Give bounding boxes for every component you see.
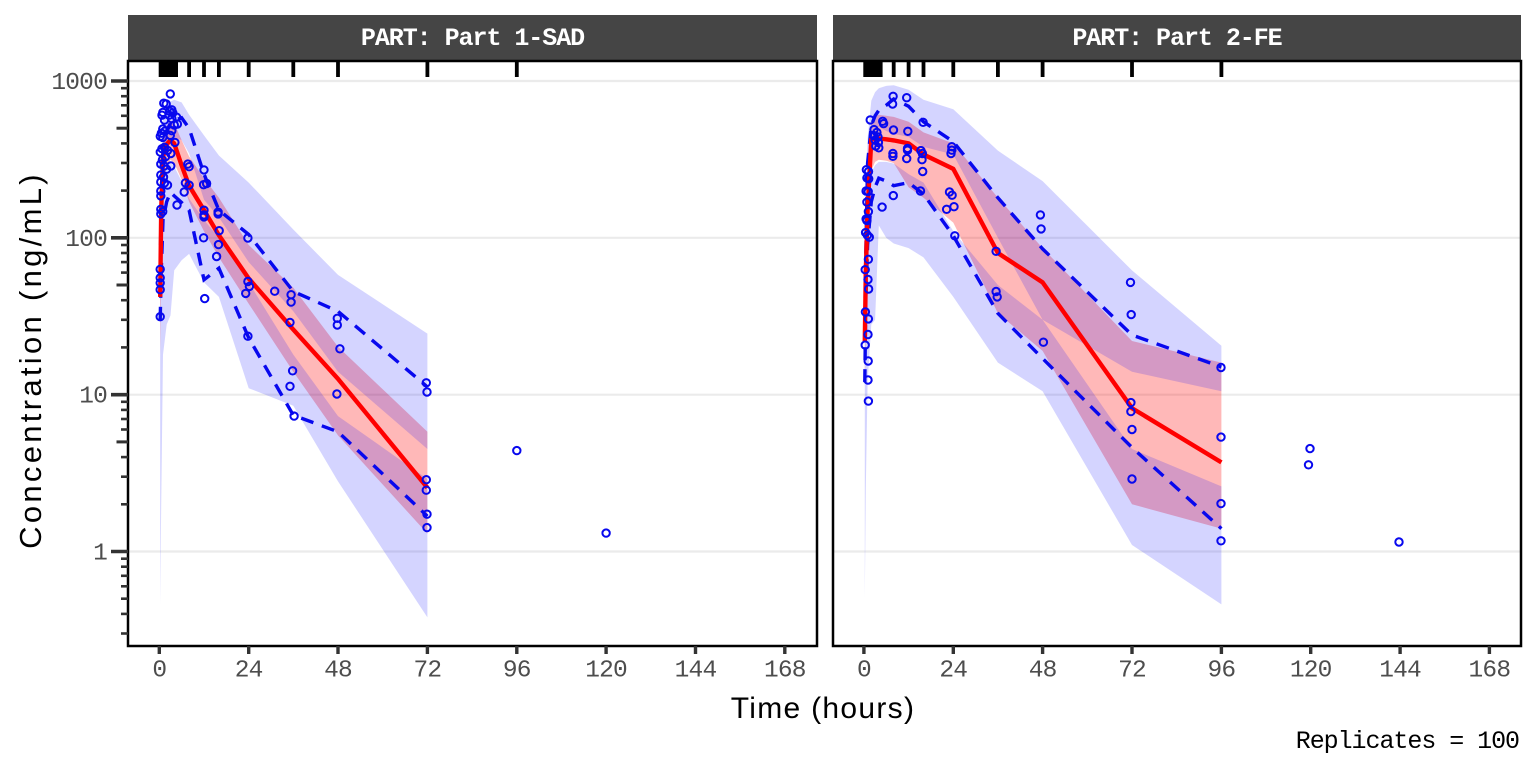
svg-text:24: 24 xyxy=(939,658,967,685)
svg-text:1000: 1000 xyxy=(51,70,107,97)
svg-text:72: 72 xyxy=(413,658,441,685)
svg-text:48: 48 xyxy=(1029,658,1057,685)
svg-text:0: 0 xyxy=(152,658,166,685)
svg-text:72: 72 xyxy=(1118,658,1146,685)
svg-text:0: 0 xyxy=(857,658,871,685)
svg-text:1: 1 xyxy=(93,541,107,568)
svg-text:96: 96 xyxy=(503,658,531,685)
svg-text:Concentration (ng/mL): Concentration (ng/mL) xyxy=(13,171,48,549)
svg-text:120: 120 xyxy=(1290,658,1332,685)
svg-text:168: 168 xyxy=(1469,658,1511,685)
svg-text:144: 144 xyxy=(1379,658,1421,685)
svg-text:10: 10 xyxy=(79,384,107,411)
svg-text:Time (hours): Time (hours) xyxy=(731,692,916,725)
svg-text:PART: Part 1-SAD: PART: Part 1-SAD xyxy=(361,24,585,53)
svg-text:PART: Part 2-FE: PART: Part 2-FE xyxy=(1072,24,1281,53)
svg-text:48: 48 xyxy=(324,658,352,685)
svg-text:144: 144 xyxy=(675,658,717,685)
svg-text:96: 96 xyxy=(1207,658,1235,685)
svg-text:100: 100 xyxy=(65,227,107,254)
svg-text:Replicates = 100: Replicates = 100 xyxy=(1296,727,1519,756)
svg-text:24: 24 xyxy=(235,658,263,685)
svg-text:168: 168 xyxy=(764,658,806,685)
svg-text:120: 120 xyxy=(585,658,627,685)
